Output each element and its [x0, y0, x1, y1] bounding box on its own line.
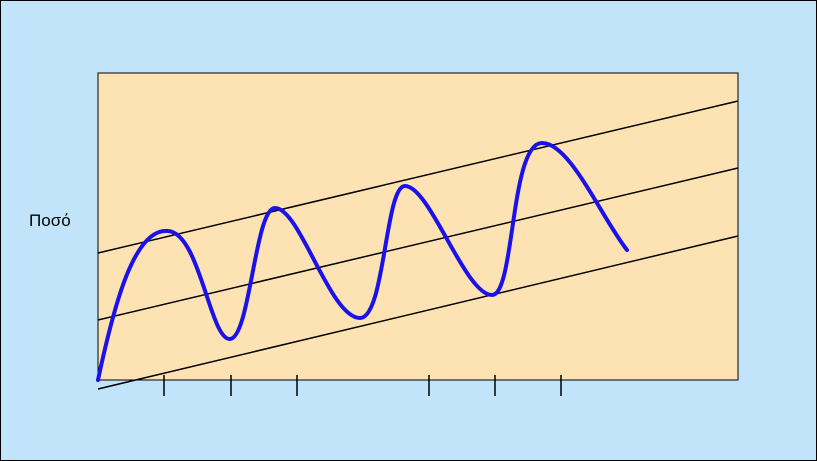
series-line [96, 141, 629, 382]
trend-line-lower [97, 235, 739, 390]
x-axis-ticks [163, 375, 562, 396]
y-axis-label: Ποσό [29, 211, 71, 230]
plot-area [97, 72, 739, 381]
trend-line-upper [97, 100, 739, 254]
